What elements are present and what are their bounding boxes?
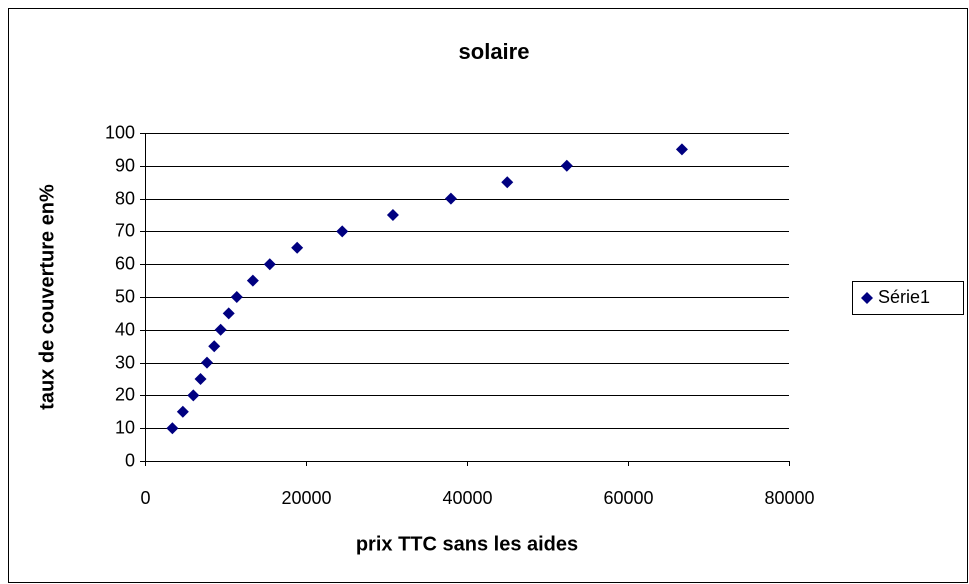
x-tick-label: 0 — [140, 488, 150, 508]
point — [501, 176, 514, 189]
x-tick-label: 20000 — [281, 488, 331, 508]
point — [187, 389, 200, 402]
point — [444, 192, 457, 205]
point — [208, 340, 221, 353]
x-axis-label: prix TTC sans les aides — [356, 533, 578, 555]
y-tick-label: 70 — [115, 220, 135, 240]
chart-title: solaire — [459, 39, 530, 64]
y-tick-label: 80 — [115, 188, 135, 208]
y-tick-label: 0 — [125, 450, 135, 470]
point — [291, 241, 304, 254]
point — [675, 143, 688, 156]
y-axis-label: taux de couverture en% — [36, 184, 58, 410]
point — [336, 225, 349, 238]
point — [222, 307, 235, 320]
point — [166, 422, 179, 435]
x-tick-label: 40000 — [442, 488, 492, 508]
y-tick-label: 30 — [115, 352, 135, 372]
y-tick-label: 60 — [115, 253, 135, 273]
y-tick-label: 90 — [115, 155, 135, 175]
point — [263, 258, 276, 271]
x-tick-label: 80000 — [764, 488, 814, 508]
y-tick-label: 100 — [105, 122, 135, 142]
y-tick-label: 50 — [115, 286, 135, 306]
y-tick-label: 20 — [115, 384, 135, 404]
point — [194, 373, 207, 385]
x-tick-label: 60000 — [603, 488, 653, 508]
point — [176, 405, 189, 418]
point — [200, 356, 213, 369]
point — [230, 291, 243, 303]
y-tick-label: 40 — [115, 319, 135, 339]
chart-border — [8, 8, 968, 583]
legend-label: Série1 — [878, 287, 930, 307]
point — [246, 274, 259, 287]
point — [560, 159, 573, 172]
point — [386, 209, 399, 221]
y-tick-label: 10 — [115, 417, 135, 437]
legend-marker — [861, 292, 873, 304]
point — [214, 323, 227, 336]
